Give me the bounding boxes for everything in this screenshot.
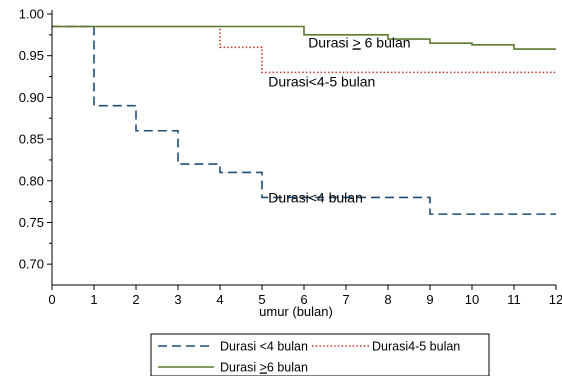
x-tick-label: 6 [300,292,307,307]
y-tick-label: 0.80 [19,173,44,188]
y-tick-label: 0.85 [19,132,44,147]
x-tick-label: 11 [507,292,521,307]
axes: 1.000.950.900.850.800.750.700 1 2 3 4 5 6 7 8 9 10… [19,7,562,320]
y-tick-label: 0.75 [19,215,44,230]
x-tick-label: 12 [549,292,562,307]
plot-area [52,25,556,215]
legend: Durasi <4 bulan Durasi4-5 bulan Durasi >6 … [150,333,490,376]
legend-label-3: Durasi >6 bulan [220,361,308,375]
y-tick-label: 0.95 [19,48,44,63]
y-tick-label: 1.00 [19,7,44,22]
x-tick-label: 2 [132,292,139,307]
x-tick-label: 10 [465,292,479,307]
x-tick-label: 5 [258,292,265,307]
annotation-3: Durasi<4 bulan [268,189,363,205]
series-line-3 [52,25,556,50]
annotation-1: Durasi > 6 bulan [308,34,410,50]
x-tick-label: 9 [426,292,433,307]
y-tick-label: 0.90 [19,90,44,105]
annotation-2: Durasi<4-5 bulan [268,74,375,90]
annotations: Durasi > 6 bulan Durasi<4-5 bulan Durasi<4… [268,34,410,205]
x-tick-label: 1 [90,292,97,307]
x-tick-label: 0 [48,292,55,307]
series-line-2 [52,25,556,74]
x-tick-label: 8 [384,292,391,307]
legend-label-2: Durasi4-5 bulan [372,340,460,354]
x-tick-label: 4 [216,292,223,307]
x-tick-label: 3 [174,292,181,307]
x-axis-title: umur (bulan) [259,304,333,319]
legend-label-1: Durasi <4 bulan [220,340,308,354]
x-tick-label: 7 [342,292,349,307]
series-line-1 [52,25,556,215]
y-tick-label: 0.70 [19,257,44,272]
legend-box [150,333,490,376]
